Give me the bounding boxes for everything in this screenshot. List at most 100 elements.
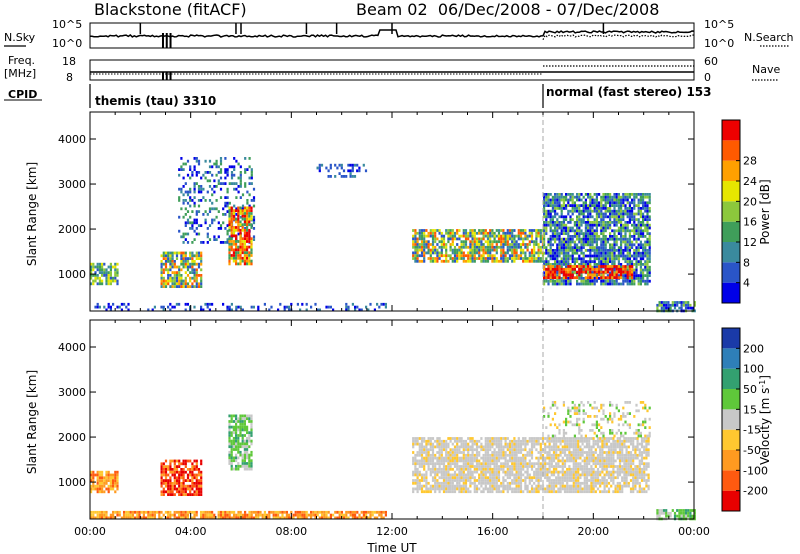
power-cell <box>506 240 509 244</box>
power-cell <box>186 260 190 263</box>
velocity-cell <box>484 465 487 468</box>
velocity-cell <box>228 516 231 520</box>
velocity-cell <box>491 484 494 488</box>
power-cell <box>447 229 450 232</box>
velocity-cell <box>478 479 481 482</box>
velocity-cell <box>101 513 104 517</box>
power-cell <box>423 231 426 235</box>
velocity-cell <box>513 465 516 468</box>
power-cell <box>449 245 452 249</box>
power-cell <box>228 217 231 221</box>
velocity-cell <box>191 465 194 468</box>
power-cell <box>171 305 174 309</box>
velocity-cell <box>338 513 341 517</box>
power-cell <box>545 270 548 274</box>
velocity-cell <box>125 510 128 514</box>
power-cell <box>611 273 614 277</box>
power-cell <box>449 234 452 238</box>
velocity-cell <box>158 516 161 520</box>
velocity-cell <box>233 513 236 517</box>
power-cell <box>595 246 598 249</box>
velocity-cell <box>414 467 417 471</box>
velocity-cell <box>491 437 494 440</box>
power-cell <box>204 302 207 306</box>
velocity-cell <box>340 513 343 517</box>
velocity-cell <box>162 487 165 491</box>
power-cell <box>642 193 645 196</box>
velocity-cell <box>517 459 520 463</box>
velocity-cell <box>191 482 194 485</box>
velocity-cell <box>473 442 476 446</box>
power-cell <box>593 193 596 196</box>
power-cell <box>615 282 618 286</box>
power-cell <box>611 229 614 233</box>
power-cell <box>622 201 625 205</box>
power-cell <box>215 185 218 188</box>
power-cell <box>471 229 474 232</box>
velocity-cell <box>473 456 476 460</box>
velocity-cell <box>508 459 512 463</box>
power-cell <box>160 265 163 269</box>
velocity-cell <box>533 470 536 474</box>
power-cell <box>460 243 463 246</box>
power-cell <box>506 259 509 263</box>
power-cell <box>248 182 251 185</box>
power-cell <box>537 248 540 252</box>
power-cell <box>94 265 97 269</box>
velocity-cell <box>552 439 556 443</box>
velocity-cell <box>431 448 435 452</box>
power-cell <box>515 243 518 246</box>
power-cell <box>524 245 527 249</box>
velocity-cell <box>453 473 457 477</box>
velocity-cell <box>246 414 249 418</box>
power-cell <box>250 212 253 215</box>
velocity-cell <box>416 470 419 474</box>
power-cell <box>602 204 605 207</box>
velocity-cell <box>515 465 518 468</box>
power-cell <box>195 262 198 266</box>
power-cell <box>631 229 634 233</box>
power-cell <box>511 245 514 249</box>
power-cell <box>197 224 201 227</box>
velocity-cell <box>241 422 244 426</box>
velocity-cell <box>232 442 235 446</box>
power-cell <box>573 195 576 199</box>
velocity-cell <box>486 451 490 454</box>
power-cell <box>646 223 649 227</box>
power-cell <box>484 245 487 249</box>
velocity-cell <box>248 462 251 465</box>
velocity-cell <box>160 462 163 466</box>
velocity-cell <box>142 513 145 517</box>
power-cell <box>219 157 223 160</box>
power-cell <box>193 260 196 263</box>
velocity-cell <box>434 484 437 488</box>
velocity-cell <box>486 467 490 471</box>
velocity-cell <box>193 510 196 514</box>
velocity-cell <box>136 513 139 517</box>
power-cell <box>631 235 634 238</box>
power-cell <box>539 257 542 260</box>
power-cell <box>639 263 642 266</box>
velocity-cell <box>103 490 106 494</box>
power-cell <box>469 234 472 238</box>
power-cell <box>189 204 192 208</box>
power-cell <box>556 251 559 255</box>
power-cell <box>493 245 496 249</box>
velocity-cell <box>515 462 518 466</box>
velocity-cell <box>548 453 551 457</box>
velocity-cell <box>305 510 308 514</box>
velocity-cell <box>555 462 558 466</box>
velocity-cell <box>250 422 253 426</box>
power-cell <box>175 274 179 277</box>
velocity-cell <box>495 462 498 466</box>
power-cell <box>613 254 616 258</box>
power-cell <box>573 209 576 213</box>
velocity-cell <box>451 459 454 463</box>
velocity-cell <box>431 437 435 440</box>
power-cell <box>248 259 251 263</box>
velocity-cell <box>160 490 163 494</box>
power-cell <box>646 249 649 252</box>
power-cell <box>556 226 559 230</box>
power-cell <box>243 259 246 263</box>
power-cell <box>582 243 585 247</box>
